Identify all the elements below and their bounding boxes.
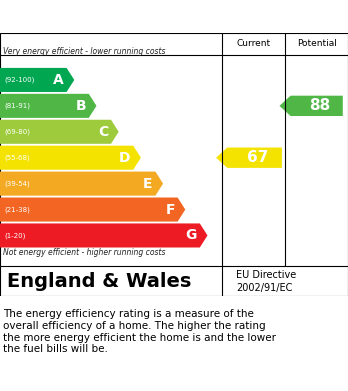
Text: (81-91): (81-91) — [4, 102, 30, 109]
Polygon shape — [0, 94, 96, 118]
Polygon shape — [0, 68, 74, 92]
Text: 67: 67 — [247, 150, 269, 165]
Text: England & Wales: England & Wales — [7, 272, 191, 291]
Polygon shape — [0, 172, 163, 196]
Text: (55-68): (55-68) — [4, 154, 30, 161]
Text: Not energy efficient - higher running costs: Not energy efficient - higher running co… — [3, 248, 166, 256]
Text: EU Directive
2002/91/EC: EU Directive 2002/91/EC — [236, 269, 296, 293]
Text: D: D — [119, 151, 130, 165]
Text: Energy Efficiency Rating: Energy Efficiency Rating — [14, 7, 254, 26]
Text: Very energy efficient - lower running costs: Very energy efficient - lower running co… — [3, 47, 166, 56]
Polygon shape — [0, 197, 185, 222]
Text: (21-38): (21-38) — [4, 206, 30, 213]
Text: 88: 88 — [309, 99, 331, 113]
Text: E: E — [143, 177, 153, 191]
Text: The energy efficiency rating is a measure of the
overall efficiency of a home. T: The energy efficiency rating is a measur… — [3, 309, 276, 354]
Polygon shape — [0, 146, 141, 170]
Text: (69-80): (69-80) — [4, 129, 30, 135]
Text: B: B — [76, 99, 86, 113]
Text: (92-100): (92-100) — [4, 77, 34, 83]
Polygon shape — [279, 96, 343, 116]
Text: A: A — [53, 73, 64, 87]
Polygon shape — [0, 223, 207, 248]
Text: G: G — [186, 228, 197, 242]
Text: (1-20): (1-20) — [4, 232, 25, 239]
Text: Potential: Potential — [297, 39, 337, 48]
Polygon shape — [0, 120, 119, 144]
Text: (39-54): (39-54) — [4, 180, 30, 187]
Polygon shape — [216, 147, 282, 168]
Text: C: C — [98, 125, 108, 139]
Text: F: F — [165, 203, 175, 217]
Text: Current: Current — [237, 39, 271, 48]
